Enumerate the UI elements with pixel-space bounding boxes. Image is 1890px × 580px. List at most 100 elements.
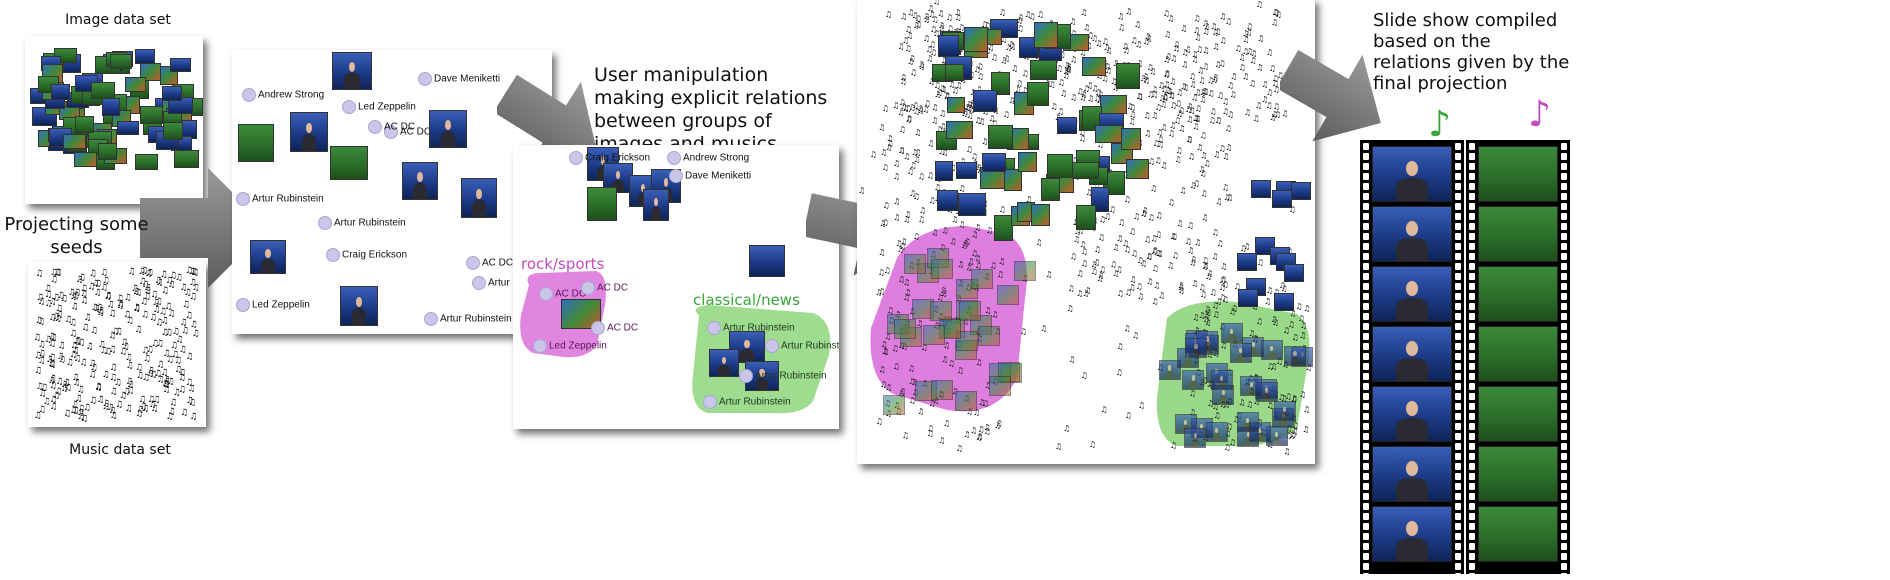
music-note-icon: ♫	[189, 411, 198, 422]
music-note-icon: ♫	[106, 300, 115, 311]
music-note-icon: ♫	[68, 317, 77, 328]
music-note-icon: ♫	[1139, 208, 1148, 218]
music-note-icon: ♫	[187, 384, 196, 395]
music-note-icon: ♫	[1189, 80, 1197, 90]
image-thumbnail	[643, 189, 669, 221]
music-note-icon: ♫	[189, 266, 198, 277]
film-perforation	[1561, 463, 1567, 470]
music-note-icon: ♫	[978, 398, 986, 408]
music-note-icon: ♫	[916, 105, 925, 115]
film-perforation	[1469, 503, 1475, 510]
music-note-icon: ♫	[928, 196, 936, 206]
film-perforation	[1561, 473, 1567, 480]
film-perforation	[1363, 443, 1369, 450]
film-perforation	[1455, 243, 1461, 250]
slideshow-frame	[1478, 506, 1558, 562]
image-thumbnail	[402, 162, 438, 200]
music-note-icon: ♫	[1203, 158, 1211, 168]
music-note-icon: ♫	[899, 101, 908, 111]
music-note-icon: ♫	[965, 262, 973, 272]
music-note-icon: ♫	[1150, 85, 1159, 95]
music-note-icon: ♫	[170, 340, 179, 351]
music-note-icon: ♫	[878, 248, 886, 258]
music-note-icon: ♫	[1103, 211, 1111, 221]
music-note-icon: ♫	[34, 316, 43, 327]
music-note-icon: ♫	[916, 103, 924, 113]
film-perforation	[1561, 343, 1567, 350]
manipulation-arrow-icon	[497, 72, 607, 182]
music-note-icon: ♫	[976, 62, 984, 72]
music-note-icon: ♫	[1199, 169, 1207, 179]
music-note-icon: ♫	[169, 397, 178, 408]
slideshow-text: Slide show compiled based on the relatio…	[1373, 10, 1570, 94]
music-note-icon: ♫	[1024, 10, 1032, 20]
film-perforation	[1363, 323, 1369, 330]
music-note-icon: ♫	[1261, 95, 1269, 105]
film-perforation	[1561, 483, 1567, 490]
image-thumbnail	[1071, 162, 1099, 180]
music-note-icon: ♫	[1168, 76, 1177, 86]
music-note-icon: ♫	[35, 269, 44, 280]
slideshow-frame	[1478, 266, 1558, 322]
music-note-icon: ♫	[1221, 96, 1230, 106]
music-note-icon: ♫	[1090, 33, 1099, 43]
music-note-icon: ♫	[1278, 281, 1286, 291]
seed-label-text: Dave Meniketti	[434, 73, 501, 85]
music-note-icon: ♫	[1073, 227, 1081, 237]
music-note-icon: ♫	[1202, 26, 1210, 36]
music-note-icon: ♫	[973, 222, 982, 232]
music-note-icon: ♫	[1162, 54, 1171, 64]
music-note-icon: ♫	[1160, 123, 1168, 133]
film-perforation	[1455, 163, 1461, 170]
image-thumbnail	[170, 57, 192, 73]
music-note-icon: ♫	[45, 355, 54, 366]
music-note-icon: ♫	[1214, 297, 1223, 307]
music-note-icon: ♫	[922, 33, 930, 43]
film-perforation	[1561, 573, 1567, 580]
image-thumbnail	[945, 121, 973, 139]
music-note-icon: ♫	[1190, 92, 1199, 102]
music-note-icon: ♫	[178, 344, 187, 355]
music-note-icon: ♫	[1247, 328, 1256, 338]
seed-dot-icon	[318, 216, 332, 230]
music-note-icon: ♫	[1151, 264, 1159, 274]
music-note-icon: ♫	[69, 328, 78, 339]
music-note-icon: ♫	[103, 292, 112, 303]
film-perforation	[1469, 233, 1475, 240]
music-note-icon: ♪	[1528, 94, 1551, 135]
music-note-icon: ♫	[1135, 92, 1143, 102]
music-note-icon: ♫	[903, 152, 911, 162]
seed-label: Artur Rubinstein	[739, 369, 827, 383]
music-note-icon: ♫	[57, 341, 66, 352]
music-note-icon: ♫	[1280, 393, 1288, 403]
music-note-icon: ♫	[1054, 442, 1063, 452]
music-note-icon: ♫	[875, 287, 883, 297]
music-note-icon: ♫	[1302, 405, 1311, 415]
music-note-icon: ♫	[1255, 316, 1263, 326]
film-perforation	[1455, 403, 1461, 410]
film-perforation	[1561, 183, 1567, 190]
music-note-icon: ♫	[884, 10, 892, 20]
music-note-icon: ♫	[1123, 194, 1131, 204]
image-thumbnail	[1120, 128, 1141, 150]
image-thumbnail	[140, 106, 163, 124]
music-note-icon: ♫	[1156, 134, 1164, 144]
music-note-icon: ♫	[188, 292, 198, 303]
music-note-icon: ♫	[111, 326, 120, 337]
music-note-icon: ♫	[1015, 79, 1023, 89]
seed-label: Artur Rubinstein	[707, 321, 795, 335]
image-thumbnail	[1283, 264, 1304, 283]
music-note-icon: ♫	[1181, 59, 1189, 69]
music-note-icon: ♫	[997, 256, 1006, 266]
music-note-icon: ♫	[171, 327, 180, 338]
music-note-icon: ♫	[1234, 43, 1242, 53]
music-note-icon: ♫	[928, 399, 936, 409]
music-note-icon: ♫	[1142, 37, 1150, 47]
film-perforation	[1561, 403, 1567, 410]
image-thumbnail	[429, 110, 467, 148]
image-thumbnail	[51, 84, 70, 101]
film-perforation	[1363, 383, 1369, 390]
music-note-icon: ♫	[1131, 330, 1140, 340]
music-note-icon: ♫	[115, 399, 124, 410]
film-perforation	[1363, 543, 1369, 550]
